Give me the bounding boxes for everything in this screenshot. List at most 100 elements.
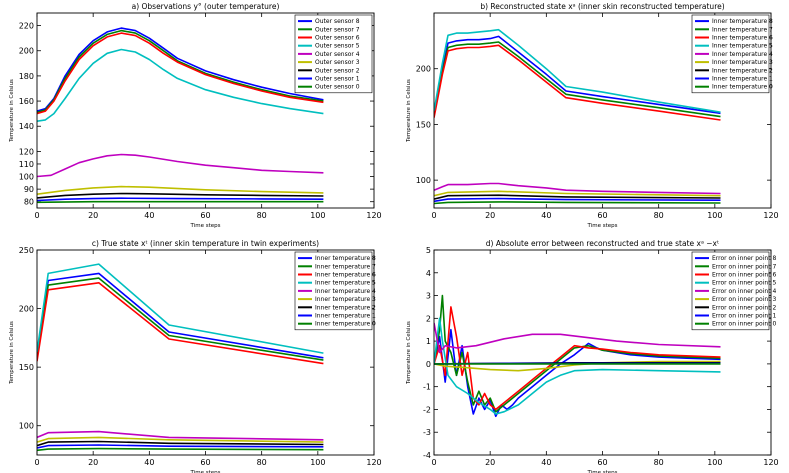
y-tick-label: 100 <box>416 176 431 185</box>
y-tick-label: 140 <box>19 122 34 131</box>
legend-entry: Outer sensor 4 <box>315 51 360 58</box>
y-tick-label: 120 <box>19 147 34 156</box>
x-tick-label: 80 <box>257 458 267 467</box>
x-axis-label: Time steps <box>190 223 221 229</box>
x-tick-label: 100 <box>310 458 325 467</box>
legend-entry: Inner temperature 8 <box>315 255 376 262</box>
x-tick-label: 60 <box>200 458 210 467</box>
series-line-6 <box>434 194 721 200</box>
plot-frame <box>36 12 375 209</box>
y-axis-label: Temperature in Celsius <box>406 79 412 143</box>
series-line-0 <box>37 27 324 112</box>
legend-entry: Inner temperature 6 <box>315 272 376 279</box>
legend-entry: Inner temperature 0 <box>712 84 773 91</box>
legend-entry: Inner temperature 4 <box>315 288 376 295</box>
legend-entry: Inner temperature 2 <box>315 304 376 311</box>
legend-entry: Error on inner point 8 <box>712 255 776 262</box>
x-tick-label: 0 <box>34 211 39 220</box>
series-line-3 <box>434 28 721 113</box>
series-line-8 <box>434 201 721 205</box>
y-tick-label: 0 <box>426 360 431 369</box>
legend-entry: Inner temperature 0 <box>315 321 376 328</box>
y-tick-label: -1 <box>423 383 431 392</box>
series-line-4 <box>37 430 324 441</box>
x-tick-label: 100 <box>707 211 722 220</box>
x-tick-label: 120 <box>366 211 381 220</box>
legend-entry: Error on inner point 5 <box>712 280 776 287</box>
series-line-5 <box>37 185 324 195</box>
y-axis-label: Temperature in Celsius <box>9 321 15 385</box>
series-line-2 <box>434 306 721 411</box>
y-tick-label: 1 <box>426 337 431 346</box>
x-tick-label: 80 <box>654 211 664 220</box>
series-line-2 <box>37 32 324 115</box>
x-tick-label: 0 <box>34 458 39 467</box>
x-tick-label: 0 <box>431 458 436 467</box>
x-tick-label: 80 <box>654 458 664 467</box>
series-line-5 <box>434 190 721 197</box>
series-line-4 <box>37 153 324 178</box>
y-tick-label: 220 <box>19 22 34 31</box>
series-line-4 <box>434 322 721 354</box>
legend-entry: Outer sensor 3 <box>315 59 360 66</box>
x-tick-label: 120 <box>763 211 778 220</box>
y-tick-label: 80 <box>24 198 34 207</box>
series-line-1 <box>434 294 721 413</box>
x-tick-label: 100 <box>707 458 722 467</box>
x-tick-label: 40 <box>541 458 551 467</box>
x-axis-label: Time steps <box>587 470 618 473</box>
plot-frame <box>36 249 375 456</box>
plot-frame <box>433 249 772 456</box>
x-tick-label: 40 <box>144 211 154 220</box>
legend-entry: Inner temperature 2 <box>712 67 773 74</box>
legend-entry: Inner temperature 6 <box>712 35 773 42</box>
legend-entry: Outer sensor 2 <box>315 67 360 74</box>
y-tick-label: 4 <box>426 269 431 278</box>
y-tick-label: 100 <box>19 173 34 182</box>
series-line-5 <box>37 436 324 443</box>
legend-entry: Inner temperature 3 <box>712 59 773 66</box>
chart-title: d) Absolute error between reconstructed … <box>486 239 719 248</box>
y-tick-label: 110 <box>19 160 34 169</box>
y-tick-label: 200 <box>416 65 431 74</box>
chart-title: a) Observations y° (outer temperature) <box>132 2 280 11</box>
x-tick-label: 60 <box>200 211 210 220</box>
chart-panel-3: d) Absolute error between reconstructed … <box>406 239 779 473</box>
chart-panel-0: a) Observations y° (outer temperature) 0 2… <box>9 2 382 229</box>
y-tick-label: 150 <box>19 363 34 372</box>
legend-entry: Error on inner point 7 <box>712 263 776 270</box>
y-tick-label: 180 <box>19 72 34 81</box>
x-tick-label: 20 <box>88 211 98 220</box>
y-tick-label: 150 <box>416 120 431 129</box>
y-tick-label: -2 <box>423 405 431 414</box>
legend-entry: Inner temperature 3 <box>315 296 376 303</box>
legend-entry: Inner temperature 1 <box>712 76 773 83</box>
x-tick-label: 0 <box>431 211 436 220</box>
series-line-1 <box>434 41 721 118</box>
y-tick-label: 200 <box>19 305 34 314</box>
chart-panel-2: c) True state xᵗ (inner skin temperature… <box>9 239 382 473</box>
y-axis-label: Temperature in Celsius <box>9 79 15 143</box>
legend-entry: Outer sensor 7 <box>315 26 360 33</box>
y-tick-label: 100 <box>19 422 34 431</box>
chart-title: b) Reconstructed state xᵃ (inner skin re… <box>480 2 724 11</box>
legend-entry: Error on inner point 6 <box>712 272 776 279</box>
series-line-2 <box>434 44 721 121</box>
series-line-7 <box>37 444 324 449</box>
series-line-1 <box>37 277 324 361</box>
legend-entry: Error on inner point 1 <box>712 313 776 320</box>
y-tick-label: 160 <box>19 97 34 106</box>
y-tick-label: 3 <box>426 292 431 301</box>
y-tick-label: 5 <box>426 246 431 255</box>
x-axis-label: Time steps <box>587 223 618 229</box>
x-tick-label: 120 <box>763 458 778 467</box>
x-tick-label: 80 <box>257 211 267 220</box>
y-tick-label: 2 <box>426 314 431 323</box>
series-line-3 <box>37 263 324 354</box>
legend-entry: Inner temperature 7 <box>315 263 376 270</box>
legend-entry: Error on inner point 0 <box>712 321 776 328</box>
